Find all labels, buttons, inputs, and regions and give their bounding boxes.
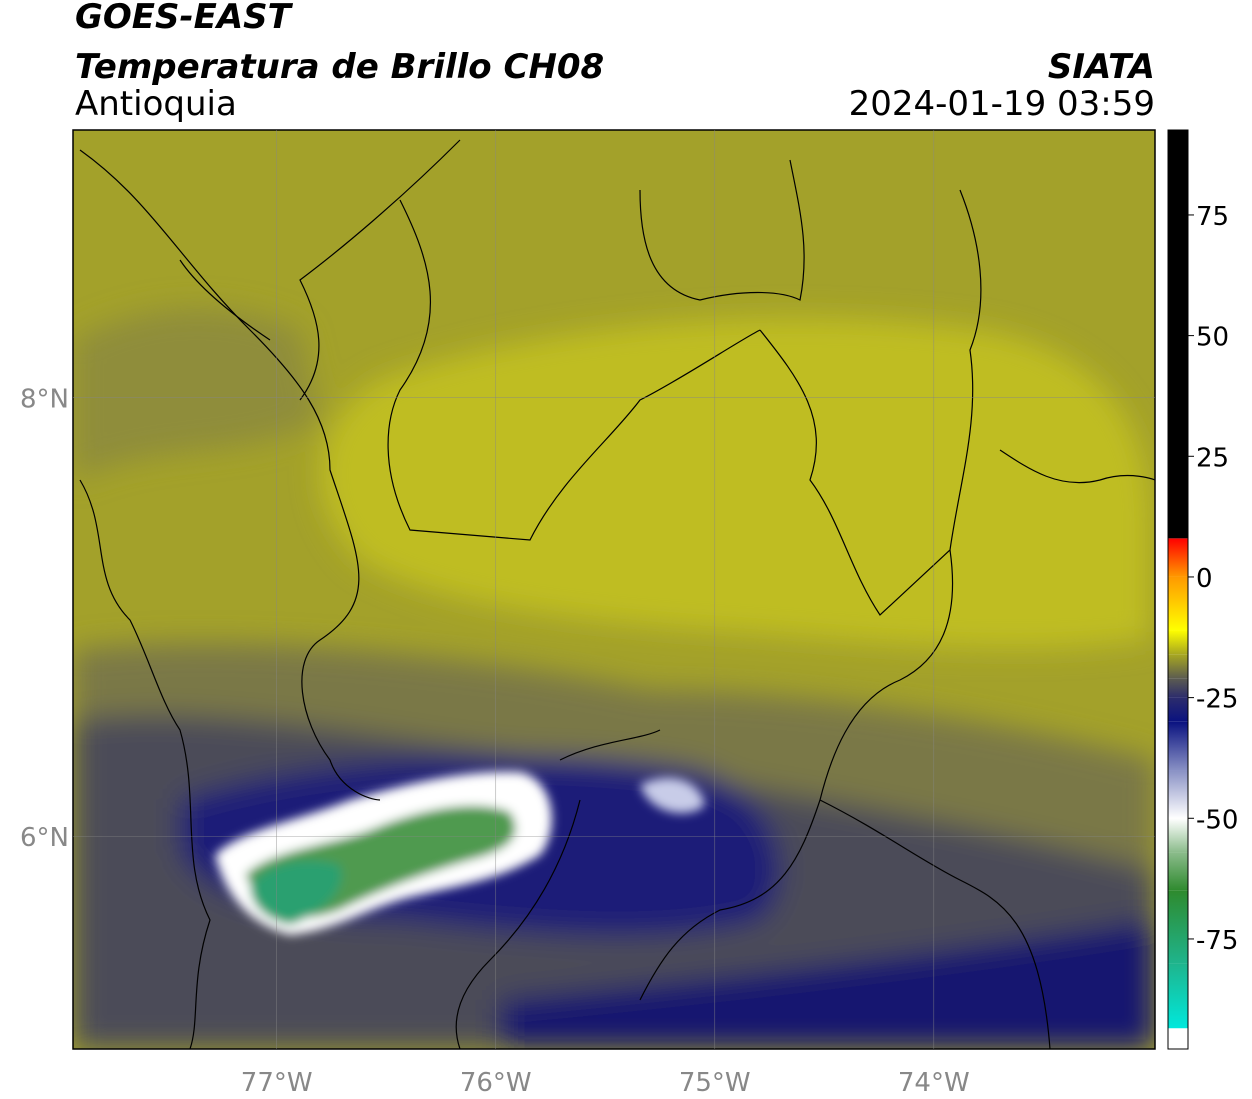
colorbar-tick-label: 25 <box>1196 443 1229 473</box>
colorbar-segment <box>1168 852 1188 891</box>
subtitle: Temperatura de Brillo CH08 <box>75 47 604 87</box>
y-tick-label: 6°N <box>20 823 69 853</box>
colorbar-segment <box>1168 721 1188 771</box>
border <box>79 149 381 801</box>
x-tick-label: 75°W <box>679 1068 751 1098</box>
border <box>639 549 954 1001</box>
colorbar-segment <box>1168 654 1188 679</box>
x-tick-label: 76°W <box>460 1068 532 1098</box>
colorbar-segment <box>1168 538 1188 577</box>
cloud-coldest <box>250 860 342 925</box>
colorbar-tick-label: 0 <box>1196 564 1213 594</box>
x-tick-label: 77°W <box>241 1068 313 1098</box>
border <box>819 799 1051 1049</box>
title: GOES-EAST <box>75 0 294 37</box>
cool-area <box>73 308 320 480</box>
colorbar-tick-label: 50 <box>1196 323 1229 353</box>
colorbar-segment <box>1168 770 1188 819</box>
x-tick-label: 74°W <box>898 1068 970 1098</box>
colorbar-segment <box>1168 130 1188 539</box>
border <box>387 199 761 541</box>
map-field <box>73 130 1155 1049</box>
border <box>639 159 805 301</box>
colorbar-segment <box>1168 678 1188 698</box>
cloud-small <box>640 777 705 814</box>
region: Antioquia <box>75 84 237 124</box>
colorbar-frame <box>1167 129 1189 1050</box>
colorbar-tick-label: -50 <box>1196 805 1238 835</box>
colorbar-segment <box>1168 697 1188 722</box>
coastline <box>79 479 211 1049</box>
map-frame <box>72 129 1156 1050</box>
field-shading <box>73 308 1155 1049</box>
datetime: 2024-01-19 03:59 <box>849 84 1155 124</box>
colorbar-tick-label: 75 <box>1196 202 1229 232</box>
source: SIATA <box>1048 47 1155 87</box>
coastline <box>179 139 461 401</box>
border <box>455 729 661 1049</box>
colorbar-tick-label: -25 <box>1196 685 1238 715</box>
border <box>999 449 1155 484</box>
cloud <box>215 771 705 935</box>
colorbar-segment <box>1168 890 1188 964</box>
colorbar-tick-label: -75 <box>1196 926 1238 956</box>
y-tick-label: 8°N <box>20 385 69 415</box>
borders <box>79 139 1155 1049</box>
colorbar-segment <box>1168 963 1188 1029</box>
colorbar-segment <box>1168 576 1188 631</box>
cold-south <box>500 920 1155 1049</box>
colorbar-segment <box>1168 818 1188 853</box>
warm-area <box>320 318 1150 649</box>
colorbar-segment <box>1168 630 1188 655</box>
colorbar-segment <box>1168 1028 1188 1049</box>
